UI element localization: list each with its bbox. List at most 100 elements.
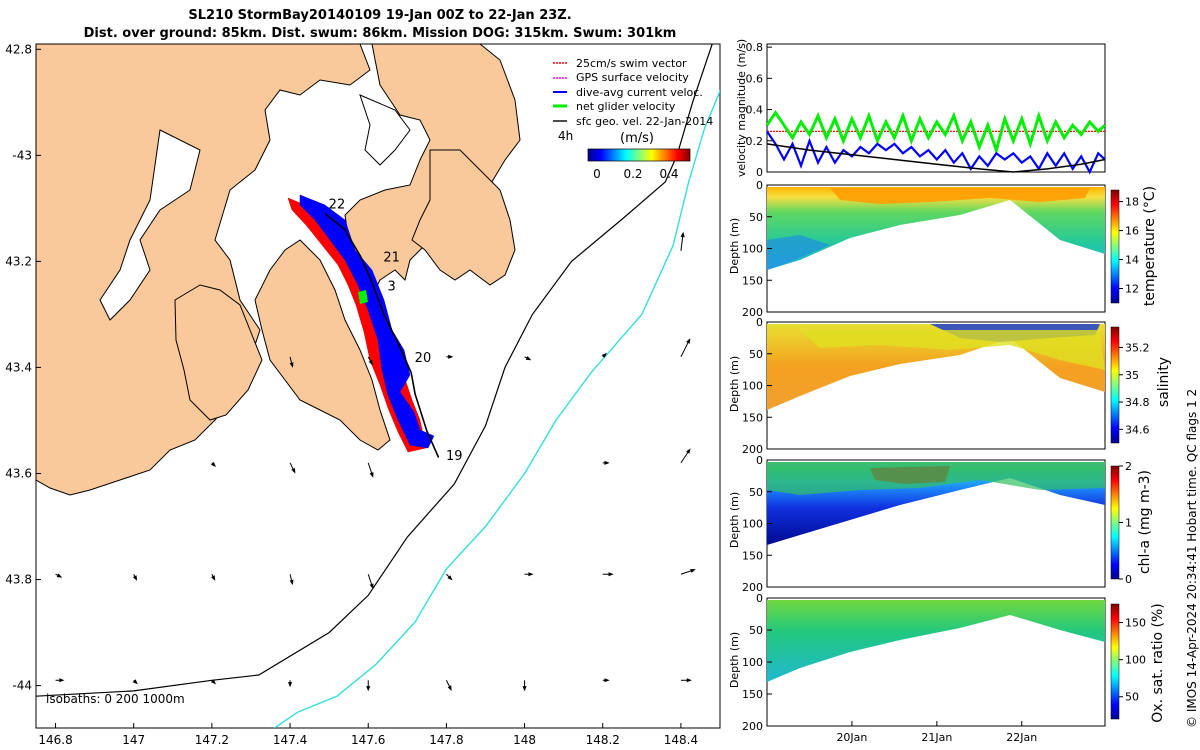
velocity-arrow-head xyxy=(132,575,138,581)
colorbar-tick-label: 34.6 xyxy=(1125,423,1150,436)
depth-tick-label: 100 xyxy=(742,243,763,256)
legend-item-gps-velocity: GPS surface velocity xyxy=(553,71,689,84)
colorbar-tick-label: 35.2 xyxy=(1125,341,1150,354)
time-tick-label: 20Jan xyxy=(836,731,867,744)
salinity-y-label: Depth (m) xyxy=(728,356,741,412)
depth-tick-label: 100 xyxy=(742,380,763,393)
day-label: 20 xyxy=(415,351,432,366)
depth-tick-label: 50 xyxy=(749,211,763,224)
map-y-tick-label: -44 xyxy=(12,679,32,693)
svg-text:sfc geo. vel. 22-Jan-2014: sfc geo. vel. 22-Jan-2014 xyxy=(576,115,713,128)
oxygen-colorbar-ticks: 50 100 150 xyxy=(1119,617,1146,704)
legend-item-geo-velocity: sfc geo. vel. 22-Jan-2014 xyxy=(553,115,713,128)
velocity-arrow-head xyxy=(210,461,216,467)
velocity-arrow-head xyxy=(686,338,691,344)
temperature-colorbar xyxy=(1110,189,1120,304)
colorbar-tick-label: 35 xyxy=(1125,369,1139,382)
chlorophyll-panel: 0 50 100 150 200 0 1 2 Depth (m) chl-a (mg m-3… xyxy=(728,454,1153,594)
time-tick-label: 21Jan xyxy=(921,731,952,744)
colorbar-tick-label: 18 xyxy=(1125,196,1139,209)
velocity-tick-label: 0.6 xyxy=(746,72,764,85)
map-y-tick-label: 42.8 xyxy=(5,42,32,56)
map-x-tick-label: 148 xyxy=(513,733,536,747)
velocity-arrow-head xyxy=(369,583,374,590)
velocity-arrow-head xyxy=(522,686,527,692)
temperature-panel: 0 50 100 150 200 12 14 16 18 Depth (m) temperat… xyxy=(728,179,1158,319)
velocity-arrow-head xyxy=(289,362,294,368)
salinity-y-ticks: 0 50 100 150 200 xyxy=(742,316,772,456)
velocity-arrow xyxy=(680,234,684,251)
velocity-y-ticks: 0 0.2 0.4 0.6 0.8 xyxy=(746,41,772,179)
depth-tick-label: 0 xyxy=(756,179,763,192)
temperature-colorbar-ticks: 12 14 16 18 xyxy=(1119,196,1139,296)
day-label: 3 xyxy=(388,280,396,295)
svg-text:25cm/s swim vector: 25cm/s swim vector xyxy=(576,57,687,70)
chlorophyll-y-ticks: 0 50 100 150 200 xyxy=(742,454,772,594)
colorbar-tick-label: 0 xyxy=(1125,573,1132,586)
svg-text:dive-avg current veloc.: dive-avg current veloc. xyxy=(576,86,703,99)
land-south-arm xyxy=(254,239,391,451)
velocity-series-line xyxy=(766,143,1106,173)
velocity-arrow-head xyxy=(680,231,685,238)
water-bay xyxy=(359,94,411,166)
depth-tick-label: 200 xyxy=(742,581,763,594)
temperature-y-ticks: 0 50 100 150 200 xyxy=(742,179,772,319)
chlorophyll-colorbar-label: chl-a (mg m-3) xyxy=(1137,470,1153,574)
velocity-arrow-head xyxy=(289,579,294,586)
isobath-1000m-line xyxy=(274,89,720,728)
colorbar-tick-label: 16 xyxy=(1125,225,1139,238)
colorbar-tick-label: 12 xyxy=(1125,283,1139,296)
velocity-arrow-head xyxy=(448,354,454,359)
velocity-arrow-head xyxy=(604,460,610,465)
colorbar-tick-label: 2 xyxy=(1125,460,1132,473)
depth-tick-label: 50 xyxy=(749,486,763,499)
velocity-arrow-head xyxy=(132,679,138,685)
temperature-field xyxy=(767,187,1105,270)
water-inlet xyxy=(99,129,201,321)
velocity-arrow-head xyxy=(56,573,63,578)
velocity-arrow-head xyxy=(291,468,296,474)
temperature-surface-warm xyxy=(830,188,1090,204)
map-x-tick-label: 146.8 xyxy=(38,733,72,747)
map-y-tick-label: 43.6 xyxy=(5,466,32,480)
net-glider-velocity-marker xyxy=(358,290,368,304)
map-x-tick-label: 148.2 xyxy=(586,733,620,747)
depth-tick-label: 200 xyxy=(742,306,763,319)
colorbar-time-label: 4h xyxy=(558,129,573,143)
map-x-tick-label: 147.8 xyxy=(429,733,463,747)
speed-colorbar xyxy=(587,148,691,162)
map-x-ticks: 146.8 147 147.2 147.4 147.6 147.8 148 148.2 148.… xyxy=(38,723,698,747)
oxygen-panel: 0 50 100 150 200 50 100 150 20Jan 21Jan 22Jan De… xyxy=(728,592,1166,744)
depth-tick-label: 150 xyxy=(742,274,763,287)
depth-tick-label: 50 xyxy=(749,624,763,637)
salinity-panel: 0 50 100 150 200 34.6 34.8 35 35.2 Depth (m) sa… xyxy=(728,316,1172,456)
velocity-arrow-head xyxy=(447,575,453,581)
salinity-colorbar xyxy=(1110,326,1120,444)
surface-velocity-arrows xyxy=(55,231,696,692)
glider-track-line xyxy=(324,213,440,458)
velocity-arrow-head xyxy=(686,678,692,683)
map-x-tick-label: 147.6 xyxy=(351,733,385,747)
velocity-series xyxy=(765,110,1107,175)
colorbar-tick: 0 xyxy=(593,167,601,181)
time-x-ticks: 20Jan 21Jan 22Jan xyxy=(836,721,1037,744)
land-tasman-peninsula xyxy=(411,149,516,286)
velocity-arrow-head xyxy=(59,678,65,683)
depth-tick-label: 0 xyxy=(756,454,763,467)
salinity-colorbar-label: salinity xyxy=(1156,357,1172,407)
velocity-arrow-head xyxy=(601,352,607,358)
velocity-y-label: velocity magnitude (m/s) xyxy=(735,39,748,177)
colorbar-tick-label: 1 xyxy=(1125,517,1132,530)
velocity-arrow-head xyxy=(288,682,293,688)
temperature-y-label: Depth (m) xyxy=(728,218,741,274)
depth-tick-label: 100 xyxy=(742,656,763,669)
temperature-colorbar-label: temperature (°C) xyxy=(1142,186,1158,306)
velocity-arrow-head xyxy=(525,356,532,361)
depth-tick-label: 150 xyxy=(742,411,763,424)
map-y-tick-label: 43.8 xyxy=(5,573,32,587)
depth-tick-label: 50 xyxy=(749,348,763,361)
land-peninsula xyxy=(174,284,263,421)
svg-text:GPS surface velocity: GPS surface velocity xyxy=(576,71,689,84)
velocity-arrow-head xyxy=(368,359,373,366)
